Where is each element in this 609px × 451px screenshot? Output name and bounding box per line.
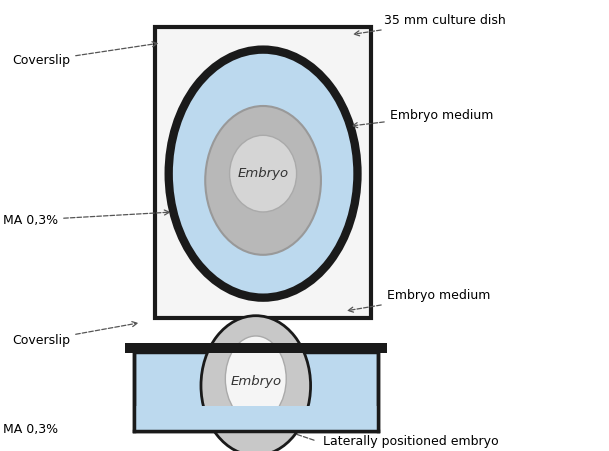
Text: Embryo: Embryo xyxy=(230,375,281,387)
Bar xyxy=(134,352,378,431)
Bar xyxy=(155,27,371,318)
Text: Embryo medium: Embryo medium xyxy=(348,289,490,312)
Ellipse shape xyxy=(201,316,311,451)
Text: Coverslip: Coverslip xyxy=(12,42,157,67)
Text: Embryo medium: Embryo medium xyxy=(353,109,493,128)
Text: Embryo: Embryo xyxy=(238,167,289,180)
Text: Laterally positioned embryo: Laterally positioned embryo xyxy=(323,435,498,447)
Ellipse shape xyxy=(225,336,286,422)
Text: MA 0,3%: MA 0,3% xyxy=(3,210,169,226)
Ellipse shape xyxy=(230,135,297,212)
Text: 35 mm culture dish: 35 mm culture dish xyxy=(354,14,505,36)
Text: MA 0,3%: MA 0,3% xyxy=(3,423,58,436)
Text: Coverslip: Coverslip xyxy=(12,322,137,347)
Bar xyxy=(125,343,387,353)
Ellipse shape xyxy=(169,50,357,298)
Ellipse shape xyxy=(205,106,321,255)
Bar xyxy=(134,406,378,431)
